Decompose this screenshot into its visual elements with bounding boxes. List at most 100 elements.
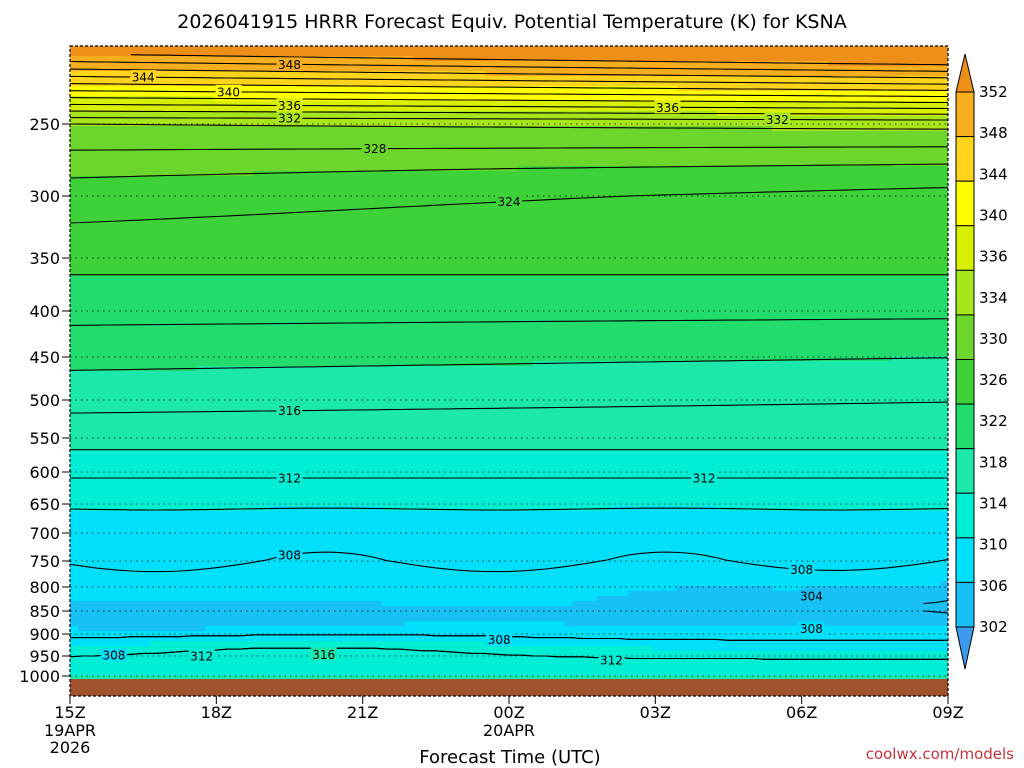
field-cell bbox=[277, 231, 287, 237]
field-cell bbox=[820, 71, 829, 77]
field-cell bbox=[588, 181, 598, 187]
field-cell bbox=[740, 241, 750, 247]
field-cell bbox=[389, 231, 398, 237]
field-cell bbox=[149, 101, 159, 107]
field-cell bbox=[373, 61, 382, 67]
field-cell bbox=[556, 121, 566, 127]
field-cell bbox=[349, 271, 358, 277]
field-cell bbox=[445, 231, 454, 237]
field-cell bbox=[405, 131, 414, 137]
field-cell bbox=[477, 241, 486, 247]
field-cell bbox=[245, 161, 255, 167]
field-cell bbox=[788, 201, 797, 207]
field-cell bbox=[509, 231, 518, 237]
field-cell bbox=[692, 211, 702, 217]
field-cell bbox=[349, 261, 358, 267]
field-cell bbox=[349, 221, 358, 227]
field-cell bbox=[277, 86, 287, 92]
field-cell bbox=[548, 141, 558, 147]
field-cell bbox=[796, 241, 805, 247]
field-cell bbox=[732, 251, 742, 257]
field-cell bbox=[676, 236, 686, 242]
field-cell bbox=[205, 156, 215, 162]
field-cell bbox=[732, 226, 742, 232]
field-cell bbox=[413, 211, 422, 217]
field-cell bbox=[804, 106, 813, 112]
field-cell bbox=[916, 51, 925, 57]
field-cell bbox=[101, 266, 111, 272]
field-cell bbox=[101, 156, 111, 162]
field-cell bbox=[900, 166, 909, 172]
field-cell bbox=[836, 91, 845, 97]
field-cell bbox=[269, 141, 279, 147]
field-cell bbox=[652, 131, 662, 137]
field-cell bbox=[652, 51, 662, 57]
field-cell bbox=[189, 161, 199, 167]
field-cell bbox=[748, 201, 758, 207]
field-cell bbox=[548, 161, 558, 167]
field-cell bbox=[580, 156, 590, 162]
field-cell bbox=[461, 211, 470, 217]
field-cell bbox=[724, 156, 734, 162]
field-cell bbox=[564, 146, 574, 152]
field-cell bbox=[684, 71, 694, 77]
field-cell bbox=[708, 156, 718, 162]
field-cell bbox=[85, 216, 95, 222]
field-cell bbox=[700, 176, 710, 182]
field-cell bbox=[437, 236, 446, 242]
field-cell bbox=[596, 96, 606, 102]
field-cell bbox=[389, 226, 398, 232]
field-cell bbox=[325, 206, 334, 212]
field-cell bbox=[924, 56, 933, 62]
field-cell bbox=[636, 96, 646, 102]
field-cell bbox=[612, 106, 622, 112]
field-cell bbox=[341, 236, 350, 242]
field-cell bbox=[405, 86, 414, 92]
field-cell bbox=[652, 126, 662, 132]
field-cell bbox=[485, 101, 494, 107]
field-cell bbox=[876, 71, 885, 77]
field-cell bbox=[564, 96, 574, 102]
field-cell bbox=[333, 141, 342, 147]
field-cell bbox=[836, 261, 845, 267]
field-cell bbox=[301, 66, 311, 72]
field-cell bbox=[884, 91, 893, 97]
field-cell bbox=[477, 161, 486, 167]
field-cell bbox=[860, 171, 869, 177]
field-cell bbox=[109, 226, 119, 232]
field-cell bbox=[205, 86, 215, 92]
field-cell bbox=[70, 71, 79, 77]
field-cell bbox=[261, 141, 271, 147]
field-cell bbox=[301, 131, 311, 137]
field-cell bbox=[197, 106, 207, 112]
field-cell bbox=[908, 116, 917, 122]
field-cell bbox=[940, 121, 948, 127]
field-cell bbox=[461, 181, 470, 187]
field-cell bbox=[117, 191, 127, 197]
field-cell bbox=[700, 146, 710, 152]
field-cell bbox=[333, 246, 342, 252]
field-cell bbox=[716, 76, 726, 82]
field-cell bbox=[309, 121, 319, 127]
field-cell bbox=[828, 151, 837, 157]
field-cell bbox=[780, 186, 789, 192]
field-cell bbox=[788, 256, 797, 262]
field-cell bbox=[676, 221, 686, 227]
field-cell bbox=[572, 191, 582, 197]
field-cell bbox=[620, 71, 630, 77]
field-cell bbox=[333, 126, 342, 132]
field-cell bbox=[397, 151, 406, 157]
field-cell bbox=[772, 56, 781, 62]
field-cell bbox=[70, 76, 79, 82]
field-cell bbox=[437, 196, 446, 202]
field-cell bbox=[181, 266, 191, 272]
field-cell bbox=[173, 71, 183, 77]
field-cell bbox=[788, 106, 797, 112]
field-cell bbox=[101, 256, 111, 262]
field-cell bbox=[229, 251, 239, 257]
field-cell bbox=[453, 206, 462, 212]
field-cell bbox=[556, 76, 566, 82]
field-cell bbox=[820, 46, 829, 52]
field-cell bbox=[93, 91, 103, 97]
field-cell bbox=[117, 211, 127, 217]
